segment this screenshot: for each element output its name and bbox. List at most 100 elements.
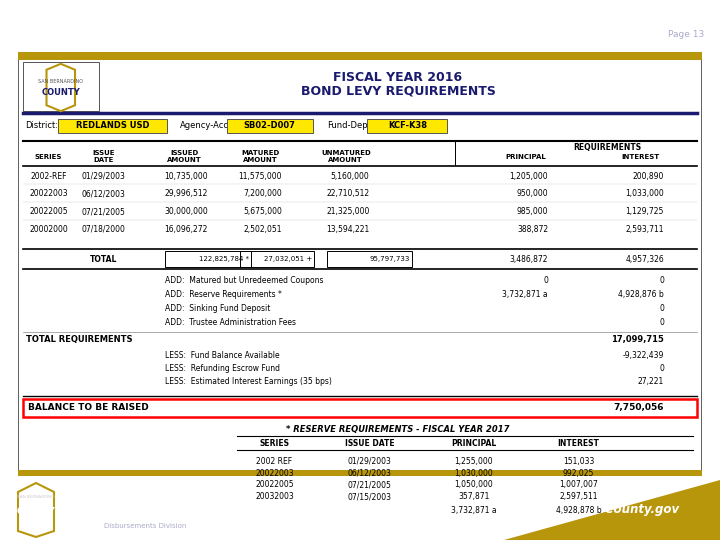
Text: 1,030,000: 1,030,000 bbox=[454, 469, 493, 477]
Text: 21,325,000: 21,325,000 bbox=[326, 207, 369, 216]
Bar bbox=[166, 251, 251, 267]
Text: 2002-REF: 2002-REF bbox=[30, 172, 67, 181]
Text: 3,486,872: 3,486,872 bbox=[510, 254, 548, 264]
Text: 95,797,733: 95,797,733 bbox=[370, 256, 410, 262]
Text: ADD:  Reserve Requirements *: ADD: Reserve Requirements * bbox=[166, 290, 282, 299]
Text: 20002000: 20002000 bbox=[29, 225, 68, 234]
Text: ISSUED: ISSUED bbox=[170, 150, 199, 156]
Text: FISCAL YEAR 2016: FISCAL YEAR 2016 bbox=[333, 71, 462, 84]
Polygon shape bbox=[504, 480, 720, 540]
Text: 01/29/2003: 01/29/2003 bbox=[348, 457, 392, 465]
Text: 06/12/2003: 06/12/2003 bbox=[81, 190, 125, 199]
Text: 2,502,051: 2,502,051 bbox=[243, 225, 282, 234]
Text: PRINCIPAL: PRINCIPAL bbox=[506, 153, 546, 159]
Text: 06/12/2003: 06/12/2003 bbox=[348, 469, 392, 477]
Text: * RESERVE REQUIREMENTS - FISCAL YEAR 2017: * RESERVE REQUIREMENTS - FISCAL YEAR 201… bbox=[287, 425, 510, 434]
Text: 29,996,512: 29,996,512 bbox=[165, 190, 208, 199]
Text: 20022003: 20022003 bbox=[255, 469, 294, 477]
Text: 1,129,725: 1,129,725 bbox=[626, 207, 664, 216]
Text: 1,205,000: 1,205,000 bbox=[510, 172, 548, 181]
Text: 1,255,000: 1,255,000 bbox=[455, 457, 493, 465]
Bar bbox=[23, 62, 99, 111]
Text: ADD:  Trustee Administration Fees: ADD: Trustee Administration Fees bbox=[166, 318, 296, 327]
Text: LESS:  Fund Balance Available: LESS: Fund Balance Available bbox=[166, 351, 280, 360]
Text: REDLANDS USD: REDLANDS USD bbox=[76, 122, 150, 131]
Text: DATE: DATE bbox=[94, 158, 114, 164]
Text: 5,160,000: 5,160,000 bbox=[330, 172, 369, 181]
Text: SAN BERNARDINO: SAN BERNARDINO bbox=[17, 495, 55, 499]
Text: Auditor-Controller/Treasurer/Tax: Auditor-Controller/Treasurer/Tax bbox=[104, 492, 248, 501]
Text: Agency-Acct:: Agency-Acct: bbox=[179, 122, 235, 131]
Text: 07/18/2000: 07/18/2000 bbox=[81, 225, 125, 234]
Text: Disbursements Division: Disbursements Division bbox=[104, 523, 186, 529]
Text: 20022003: 20022003 bbox=[29, 190, 68, 199]
Text: 2002 REF: 2002 REF bbox=[256, 457, 292, 465]
Text: 992,025: 992,025 bbox=[563, 469, 594, 477]
Text: 4,928,878 b: 4,928,878 b bbox=[556, 506, 601, 515]
Text: 357,871: 357,871 bbox=[459, 492, 490, 501]
Text: 200,890: 200,890 bbox=[633, 172, 664, 181]
Text: 07/15/2003: 07/15/2003 bbox=[348, 492, 392, 501]
Text: UNMATURED: UNMATURED bbox=[321, 150, 371, 156]
Bar bbox=[23, 399, 697, 417]
Text: 27,032,051 +: 27,032,051 + bbox=[264, 256, 312, 262]
Bar bbox=[240, 251, 315, 267]
Text: www.SBCounty.gov: www.SBCounty.gov bbox=[552, 503, 680, 516]
Bar bbox=[18, 470, 702, 476]
Text: 7,750,056: 7,750,056 bbox=[613, 403, 664, 413]
Text: ISSUE DATE: ISSUE DATE bbox=[345, 439, 395, 448]
Bar bbox=[58, 119, 167, 133]
Text: 1,007,007: 1,007,007 bbox=[559, 481, 598, 489]
Text: 1,050,000: 1,050,000 bbox=[454, 481, 493, 489]
Bar bbox=[366, 119, 447, 133]
Text: COUNTY: COUNTY bbox=[17, 507, 55, 516]
Text: ISSUE: ISSUE bbox=[92, 150, 114, 156]
Bar bbox=[327, 251, 413, 267]
Text: 985,000: 985,000 bbox=[517, 207, 548, 216]
Text: SB02-D007: SB02-D007 bbox=[244, 122, 296, 131]
Text: BALANCE TO BE RAISED: BALANCE TO BE RAISED bbox=[27, 403, 148, 413]
Text: LESS:  Estimated Interest Earnings (35 bps): LESS: Estimated Interest Earnings (35 bp… bbox=[166, 377, 332, 386]
Text: PRINCIPAL: PRINCIPAL bbox=[451, 439, 497, 448]
Text: 20032003: 20032003 bbox=[255, 492, 294, 501]
Text: INTEREST: INTEREST bbox=[557, 439, 600, 448]
Text: 0: 0 bbox=[543, 276, 548, 285]
Text: 5,675,000: 5,675,000 bbox=[243, 207, 282, 216]
Text: 22,710,512: 22,710,512 bbox=[326, 190, 369, 199]
Text: 16,096,272: 16,096,272 bbox=[165, 225, 208, 234]
Text: 950,000: 950,000 bbox=[516, 190, 548, 199]
Text: 01/29/2003: 01/29/2003 bbox=[81, 172, 125, 181]
Text: Auditor-Controller Calculated Tax Rate: Auditor-Controller Calculated Tax Rate bbox=[11, 13, 464, 33]
Text: 4,957,326: 4,957,326 bbox=[625, 254, 664, 264]
Text: SAN BERNARDINO: SAN BERNARDINO bbox=[38, 79, 84, 84]
Bar bbox=[227, 119, 312, 133]
Text: AMOUNT: AMOUNT bbox=[243, 158, 278, 164]
Text: 2,593,711: 2,593,711 bbox=[626, 225, 664, 234]
Text: 151,033: 151,033 bbox=[563, 457, 594, 465]
Text: 17,099,715: 17,099,715 bbox=[611, 335, 664, 345]
Text: 388,872: 388,872 bbox=[517, 225, 548, 234]
Text: 10,735,000: 10,735,000 bbox=[164, 172, 208, 181]
Text: INTEREST: INTEREST bbox=[621, 153, 660, 159]
Text: 07/21/2005: 07/21/2005 bbox=[348, 481, 392, 489]
Text: BOND LEVY REQUIREMENTS: BOND LEVY REQUIREMENTS bbox=[300, 85, 495, 98]
Text: 2,597,511: 2,597,511 bbox=[559, 492, 598, 501]
Text: 7,200,000: 7,200,000 bbox=[243, 190, 282, 199]
Text: District:: District: bbox=[26, 122, 58, 131]
Text: 3,732,871 a: 3,732,871 a bbox=[503, 290, 548, 299]
Text: 0: 0 bbox=[659, 276, 664, 285]
Text: COUNTY: COUNTY bbox=[41, 88, 80, 97]
Text: ADD:  Sinking Fund Deposit: ADD: Sinking Fund Deposit bbox=[166, 304, 271, 313]
Text: 0: 0 bbox=[659, 304, 664, 313]
Text: 20022005: 20022005 bbox=[29, 207, 68, 216]
Text: REQUIREMENTS: REQUIREMENTS bbox=[573, 143, 641, 152]
Text: 122,825,784 *: 122,825,784 * bbox=[199, 256, 249, 262]
Text: 0: 0 bbox=[659, 318, 664, 327]
Text: KCF-K38: KCF-K38 bbox=[388, 122, 427, 131]
Text: 11,575,000: 11,575,000 bbox=[238, 172, 282, 181]
Text: 20022005: 20022005 bbox=[255, 481, 294, 489]
Text: 07/21/2005: 07/21/2005 bbox=[81, 207, 125, 216]
Text: 0: 0 bbox=[659, 364, 664, 373]
Text: 1,033,000: 1,033,000 bbox=[625, 190, 664, 199]
Text: LESS:  Refunding Escrow Fund: LESS: Refunding Escrow Fund bbox=[166, 364, 280, 373]
